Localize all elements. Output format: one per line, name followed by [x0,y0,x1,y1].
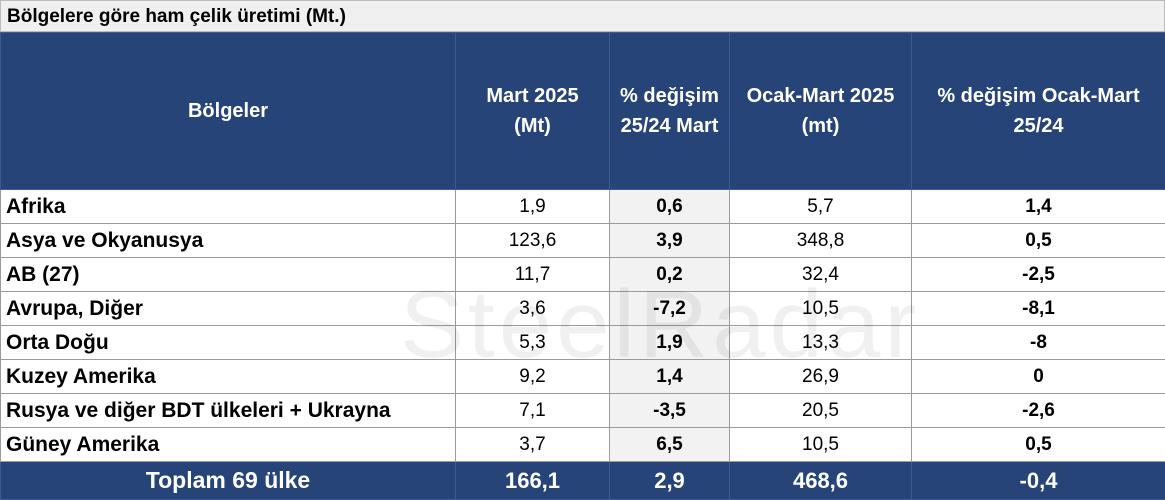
cell: 0 [912,360,1165,394]
cell: 0,6 [610,190,730,224]
cell: 348,8 [730,224,912,258]
cell: 11,7 [456,258,610,292]
header-line: (mt) [730,111,911,141]
cell: 5,3 [456,326,610,360]
cell: 20,5 [730,394,912,428]
row-label: Kuzey Amerika [1,360,456,394]
column-header: Mart 2025(Mt) [456,33,610,190]
row-label: Rusya ve diğer BDT ülkeleri + Ukrayna [1,394,456,428]
header-line: 25/24 Mart [610,111,729,141]
cell: -2,5 [912,258,1165,292]
row-label: Afrika [1,190,456,224]
cell: 3,6 [456,292,610,326]
header-line: % değişim [610,81,729,111]
column-header: Bölgeler [1,33,456,190]
cell: -2,6 [912,394,1165,428]
column-header: Ocak-Mart 2025(mt) [730,33,912,190]
cell: 3,7 [456,428,610,462]
cell: 5,7 [730,190,912,224]
header-line: Mart 2025 [456,81,609,111]
cell: 1,4 [912,190,1165,224]
cell: -8,1 [912,292,1165,326]
row-label: Güney Amerika [1,428,456,462]
cell: 9,2 [456,360,610,394]
cell: -8 [912,326,1165,360]
row-label: AB (27) [1,258,456,292]
cell: 468,6 [730,462,912,500]
cell: 0,5 [912,428,1165,462]
cell: 0,5 [912,224,1165,258]
header-line: (Mt) [456,111,609,141]
row-label: Toplam 69 ülke [1,462,456,500]
cell: 13,3 [730,326,912,360]
cell: 6,5 [610,428,730,462]
cell: 0,2 [610,258,730,292]
cell: 1,9 [456,190,610,224]
cell: 3,9 [610,224,730,258]
header-line: Bölgeler [1,96,455,126]
cell: 10,5 [730,292,912,326]
row-label: Avrupa, Diğer [1,292,456,326]
header-line: 25/24 [912,111,1165,141]
cell: 7,1 [456,394,610,428]
row-label: Asya ve Okyanusya [1,224,456,258]
cell: 1,9 [610,326,730,360]
cell: 1,4 [610,360,730,394]
cell: 32,4 [730,258,912,292]
cell: 123,6 [456,224,610,258]
cell: 166,1 [456,462,610,500]
cell: -3,5 [610,394,730,428]
cell: -0,4 [912,462,1165,500]
row-label: Orta Doğu [1,326,456,360]
cell: 2,9 [610,462,730,500]
header-line: % değişim Ocak-Mart [912,81,1165,111]
cell: -7,2 [610,292,730,326]
cell: 10,5 [730,428,912,462]
header-line: Ocak-Mart 2025 [730,81,911,111]
title: Bölgelere göre ham çelik üretimi (Mt.) [0,0,1165,32]
cell: 26,9 [730,360,912,394]
